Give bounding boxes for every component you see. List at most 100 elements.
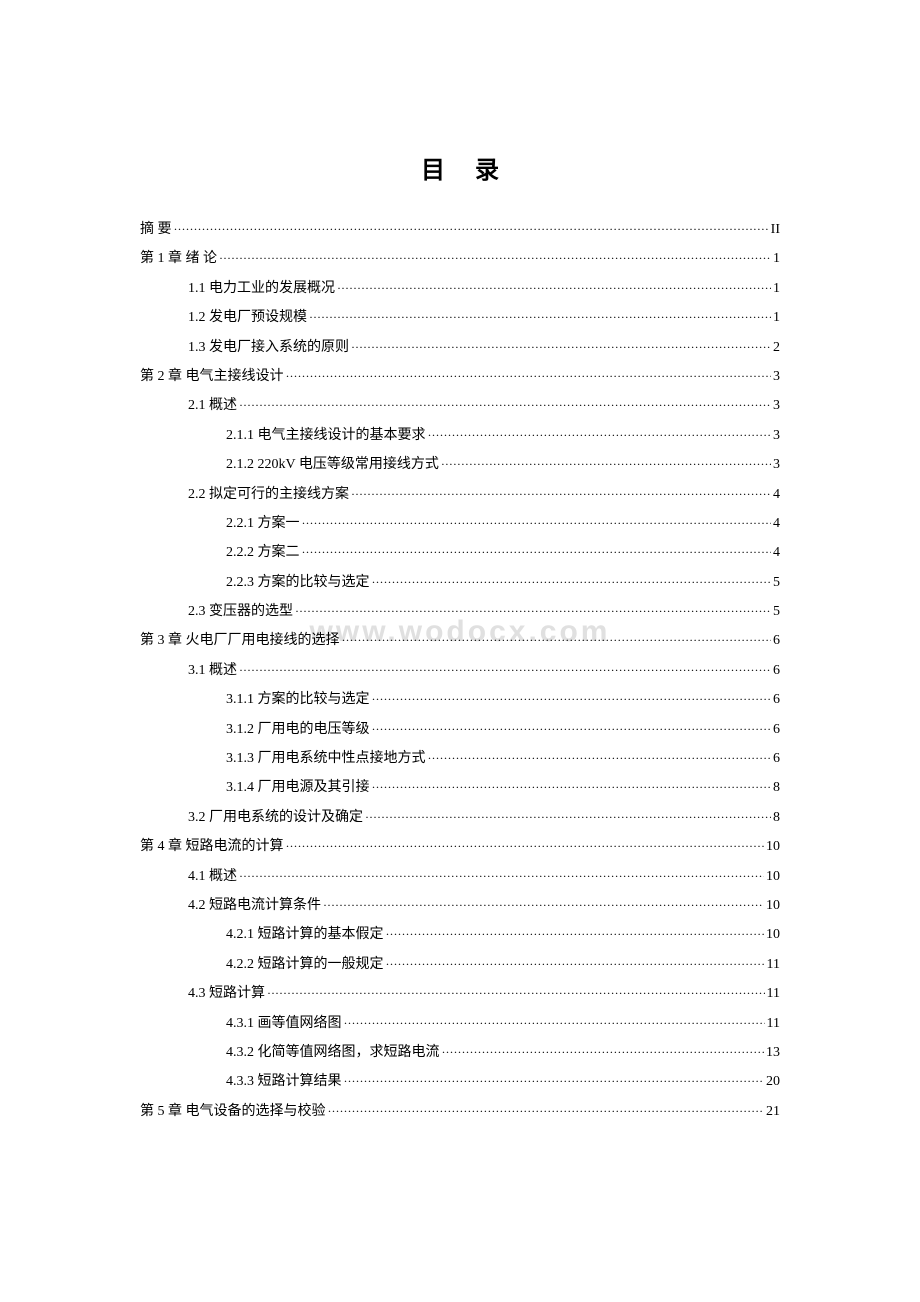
toc-entry-page: 21 <box>766 1097 780 1126</box>
toc-entry-label: 2.1 概述 <box>188 391 237 420</box>
toc-entry-label: 2.1.1 电气主接线设计的基本要求 <box>226 421 426 450</box>
toc-leader-dots <box>337 276 771 301</box>
toc-entry-page: 1 <box>773 274 780 303</box>
toc-leader-dots <box>286 364 772 389</box>
toc-entry-label: 3.1 概述 <box>188 656 237 685</box>
toc-leader-dots <box>239 393 771 418</box>
toc-entry-label: 第 1 章 绪 论 <box>140 244 217 273</box>
toc-entry-label: 2.2.1 方案一 <box>226 509 300 538</box>
toc-entry: 1.2 发电厂预设规模1 <box>140 303 780 332</box>
toc-entry: 4.3.1 画等值网络图 11 <box>140 1009 780 1038</box>
toc-leader-dots <box>295 599 771 624</box>
toc-entry-label: 4.3.1 画等值网络图 <box>226 1009 342 1038</box>
toc-leader-dots <box>286 834 765 859</box>
toc-entry-page: 11 <box>767 950 780 979</box>
toc-entry-page: 3 <box>773 391 780 420</box>
toc-leader-dots <box>372 570 772 595</box>
toc-leader-dots <box>386 952 765 977</box>
toc-entry-label: 4.3.3 短路计算结果 <box>226 1067 342 1096</box>
toc-entry-page: 6 <box>773 626 780 655</box>
toc-entry: 4.3 短路计算 11 <box>140 979 780 1008</box>
toc-entry-label: 4.3.2 化简等值网络图，求短路电流 <box>226 1038 440 1067</box>
toc-leader-dots <box>372 717 772 742</box>
toc-entry-label: 2.2.2 方案二 <box>226 538 300 567</box>
toc-entry: 1.1 电力工业的发展概况 1 <box>140 274 780 303</box>
toc-entry-page: 3 <box>773 421 780 450</box>
toc-entry-label: 1.3 发电厂接入系统的原则 <box>188 333 349 362</box>
toc-leader-dots <box>441 452 771 477</box>
toc-entry: 3.2 厂用电系统的设计及确定8 <box>140 803 780 832</box>
toc-entry-label: 4.3 短路计算 <box>188 979 265 1008</box>
toc-leader-dots <box>239 658 771 683</box>
toc-entry-label: 3.1.3 厂用电系统中性点接地方式 <box>226 744 426 773</box>
toc-entry: 3.1.2 厂用电的电压等级6 <box>140 715 780 744</box>
toc-entry: 2.2 拟定可行的主接线方案4 <box>140 480 780 509</box>
toc-entry-page: 8 <box>773 773 780 802</box>
toc-entry-page: 6 <box>773 656 780 685</box>
toc-entry: 第 1 章 绪 论 1 <box>140 244 780 273</box>
toc-leader-dots <box>344 1069 765 1094</box>
toc-entry-label: 1.2 发电厂预设规模 <box>188 303 307 332</box>
toc-entry: 4.2 短路电流计算条件10 <box>140 891 780 920</box>
toc-entry-label: 第 5 章 电气设备的选择与校验 <box>140 1097 326 1126</box>
toc-entry-label: 4.2.2 短路计算的一般规定 <box>226 950 384 979</box>
toc-entry-page: 5 <box>773 597 780 626</box>
toc-leader-dots <box>372 775 772 800</box>
toc-leader-dots <box>328 1099 765 1124</box>
toc-entry: 3.1.4 厂用电源及其引接8 <box>140 773 780 802</box>
toc-entry-page: 6 <box>773 744 780 773</box>
toc-entry-label: 第 3 章 火电厂厂用电接线的选择 <box>140 626 340 655</box>
toc-entry: 2.2.3 方案的比较与选定 5 <box>140 568 780 597</box>
toc-entry-label: 2.3 变压器的选型 <box>188 597 293 626</box>
toc-entry-label: 1.1 电力工业的发展概况 <box>188 274 335 303</box>
toc-entry-label: 第 4 章 短路电流的计算 <box>140 832 284 861</box>
toc-entry: 2.1 概述 3 <box>140 391 780 420</box>
toc-entry: 2.2.2 方案二 4 <box>140 538 780 567</box>
toc-container: 摘 要II第 1 章 绪 论11.1 电力工业的发展概况11.2 发电厂预设规模… <box>140 215 780 1126</box>
toc-leader-dots <box>442 1040 765 1065</box>
toc-entry-page: 6 <box>773 685 780 714</box>
toc-leader-dots <box>372 687 772 712</box>
toc-entry-page: 13 <box>766 1038 780 1067</box>
toc-entry: 2.1.1 电气主接线设计的基本要求 3 <box>140 421 780 450</box>
toc-entry: 第 4 章 短路电流的计算 10 <box>140 832 780 861</box>
toc-leader-dots <box>267 981 765 1006</box>
toc-entry-page: 4 <box>773 509 780 538</box>
toc-leader-dots <box>351 482 771 507</box>
toc-entry-page: 11 <box>767 979 780 1008</box>
toc-entry-page: 2 <box>773 333 780 362</box>
toc-entry-page: 4 <box>773 480 780 509</box>
toc-entry: 4.3.2 化简等值网络图，求短路电流 13 <box>140 1038 780 1067</box>
toc-entry: 3.1 概述 6 <box>140 656 780 685</box>
toc-entry-page: 11 <box>767 1009 780 1038</box>
toc-leader-dots <box>428 746 772 771</box>
toc-entry: 第 3 章 火电厂厂用电接线的选择 6 <box>140 626 780 655</box>
toc-leader-dots <box>174 217 769 242</box>
toc-entry-label: 2.1.2 220kV 电压等级常用接线方式 <box>226 450 439 479</box>
toc-entry: 2.2.1 方案一 4 <box>140 509 780 538</box>
toc-leader-dots <box>428 423 772 448</box>
toc-entry-page: 20 <box>766 1067 780 1096</box>
toc-leader-dots <box>386 922 765 947</box>
toc-entry-label: 2.2.3 方案的比较与选定 <box>226 568 370 597</box>
toc-entry: 4.3.3 短路计算结果 20 <box>140 1067 780 1096</box>
toc-entry-page: 10 <box>766 920 780 949</box>
toc-title: 目录 <box>140 150 780 185</box>
toc-entry-page: 4 <box>773 538 780 567</box>
toc-leader-dots <box>302 511 772 536</box>
toc-entry: 4.1 概述10 <box>140 862 780 891</box>
toc-entry-label: 4.2 短路电流计算条件 <box>188 891 321 920</box>
toc-entry-page: 3 <box>773 450 780 479</box>
toc-entry: 第 2 章 电气主接线设计3 <box>140 362 780 391</box>
toc-entry-page: 1 <box>773 244 780 273</box>
toc-entry-page: 5 <box>773 568 780 597</box>
toc-entry: 3.1.1 方案的比较与选定 6 <box>140 685 780 714</box>
toc-entry: 1.3 发电厂接入系统的原则 2 <box>140 333 780 362</box>
toc-entry: 摘 要II <box>140 215 780 244</box>
toc-leader-dots <box>342 628 772 653</box>
toc-entry-label: 4.1 概述 <box>188 862 237 891</box>
toc-entry-page: 10 <box>766 832 780 861</box>
toc-entry-label: 3.1.1 方案的比较与选定 <box>226 685 370 714</box>
toc-entry-label: 摘 要 <box>140 215 172 244</box>
toc-leader-dots <box>309 305 771 330</box>
